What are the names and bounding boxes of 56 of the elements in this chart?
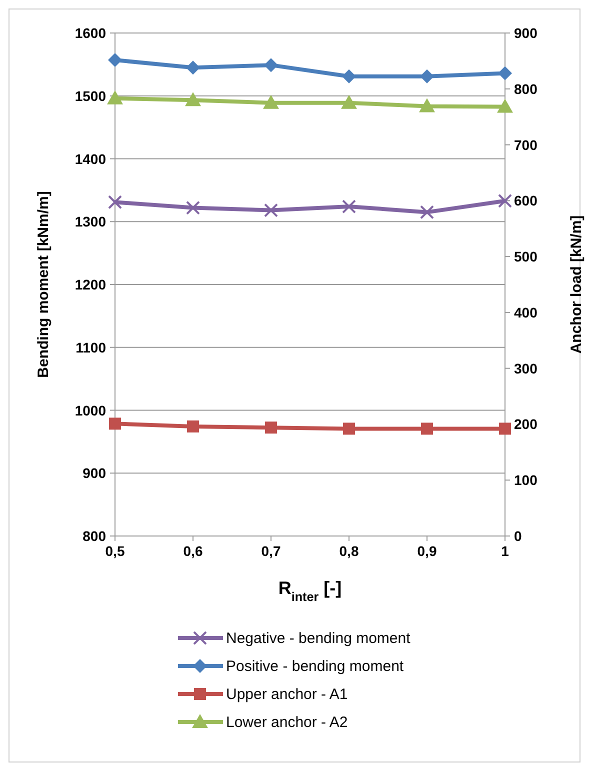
point (498, 194, 512, 208)
y-tick-label: 1000 (74, 402, 106, 418)
point (342, 69, 356, 84)
point (185, 92, 201, 106)
legend-label: Positive - bending moment (226, 658, 404, 675)
y2-tick-label: 200 (514, 416, 538, 432)
point (421, 422, 433, 435)
point (420, 69, 434, 84)
y-tick-label: 1600 (74, 25, 106, 41)
x-axis-title: R$_{inter}$ [-] (278, 578, 342, 604)
point (265, 422, 277, 434)
point (108, 53, 122, 68)
point (419, 98, 435, 112)
point (107, 90, 123, 104)
point (264, 58, 278, 72)
y-tick-label: 1300 (74, 214, 106, 230)
y-tick-label: 1400 (74, 150, 106, 167)
y2-tick-label: 900 (514, 25, 538, 41)
y2-tick-label: 700 (514, 136, 538, 153)
y-tick-label: 1500 (74, 88, 106, 104)
x-tick-label: 1 (501, 543, 510, 559)
x-tick-label: 0,8 (339, 543, 359, 559)
y2-tick-label: 300 (514, 360, 538, 376)
y-tick-label: 1100 (76, 339, 106, 356)
point (342, 200, 356, 214)
x-tick-label: 0,9 (417, 543, 437, 559)
y2-tick-label: 600 (514, 192, 538, 209)
y2-tick-label: 0 (514, 528, 522, 544)
y-tick-label: 800 (82, 528, 106, 544)
point (109, 418, 121, 430)
point (263, 94, 279, 109)
point (498, 66, 512, 80)
y2-tick-label: 800 (514, 80, 538, 97)
y-tick-label: 900 (82, 465, 106, 482)
y2-tick-label: 100 (514, 472, 538, 488)
point (497, 98, 513, 113)
point (264, 203, 278, 218)
x-tick-label: 0,7 (261, 543, 281, 559)
point (186, 60, 200, 75)
legend-label: Lower anchor - A2 (226, 714, 348, 731)
x-tick-label: 0,6 (183, 543, 203, 559)
y-tick-label: 1200 (74, 276, 106, 292)
y2-axis-title: Anchor load [kN/m] (568, 215, 585, 354)
point (499, 422, 511, 435)
y-axis-title: Bending moment [kNm/m] (35, 191, 52, 378)
y2-tick-label: 400 (514, 304, 538, 320)
point (186, 200, 200, 215)
legend-label: Upper anchor - A1 (226, 686, 348, 703)
point (343, 422, 355, 435)
point (341, 94, 357, 109)
point (420, 205, 434, 220)
y2-tick-label: 500 (514, 248, 538, 265)
point (108, 195, 122, 210)
legend-label: Negative - bending moment (226, 630, 412, 647)
point (187, 420, 199, 432)
x-tick-label: 0,5 (105, 543, 125, 559)
